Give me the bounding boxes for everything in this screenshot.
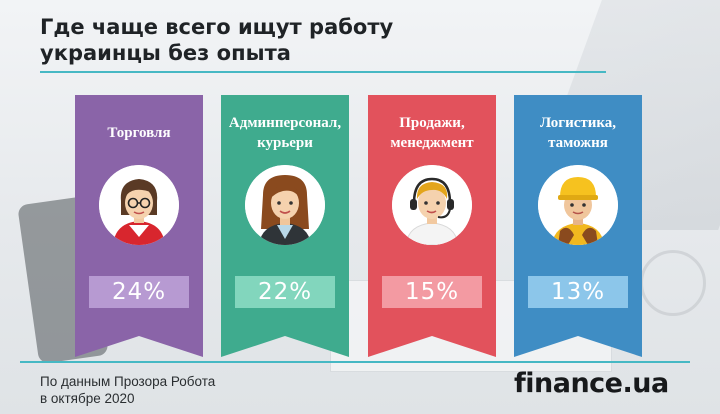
office-woman-avatar-icon — [245, 165, 325, 245]
value-label: 13% — [528, 276, 628, 308]
worker-helmet-avatar-icon — [538, 165, 618, 245]
title-divider — [40, 71, 606, 73]
value-label: 15% — [382, 276, 482, 308]
source-note: По данным Прозора Робота в октябре 2020 — [40, 374, 216, 406]
page-title: Где чаще всего ищут работу украинцы без … — [40, 15, 394, 65]
category-label: Торговля — [107, 125, 171, 141]
value-label: 24% — [89, 276, 189, 308]
category-card-trade: Торговля 24% — [75, 95, 203, 357]
category-label: Логистика, таможня — [539, 115, 617, 151]
category-card-sales: Продажи, менеджмент 15% — [368, 95, 496, 357]
finance-ua-logo[interactable]: finance.ua — [514, 368, 669, 399]
category-card-logistics: Логистика, таможня 13% — [514, 95, 642, 357]
background-cup — [640, 250, 706, 316]
category-card-admin: Админперсонал, курьери 22% — [221, 95, 349, 357]
category-label: Админперсонал, курьери — [228, 115, 342, 151]
saleswoman-avatar-icon — [99, 165, 179, 245]
bottom-divider — [20, 361, 690, 363]
value-label: 22% — [235, 276, 335, 308]
category-label: Продажи, менеджмент — [390, 115, 474, 151]
call-center-avatar-icon — [392, 165, 472, 245]
